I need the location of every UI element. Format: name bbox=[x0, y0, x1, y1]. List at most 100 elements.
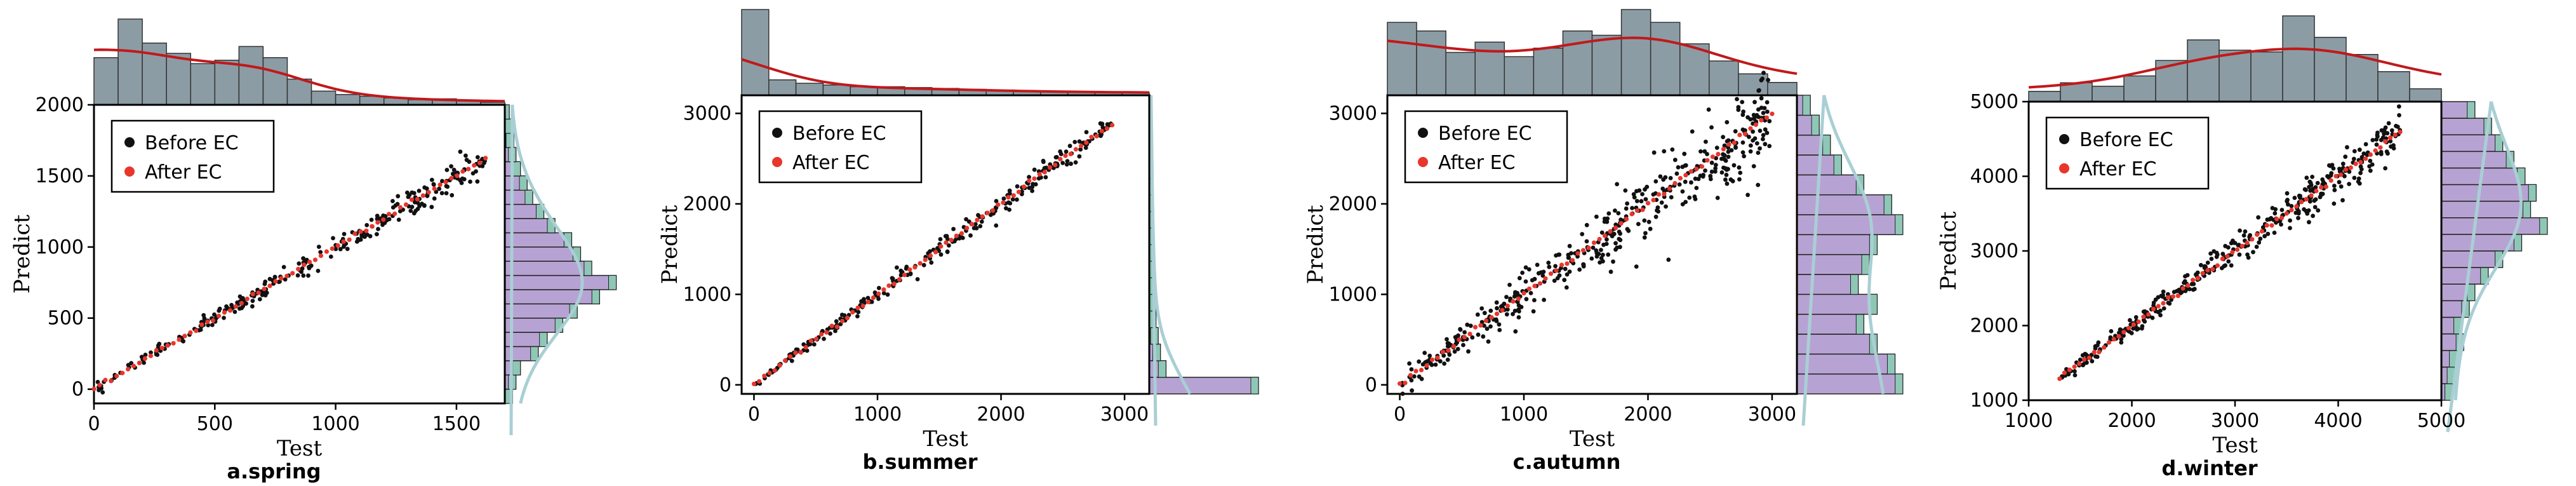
point-before-ec bbox=[1723, 177, 1728, 182]
point-before-ec bbox=[1756, 182, 1761, 187]
point-before-ec bbox=[964, 217, 968, 222]
point-before-ec bbox=[2285, 191, 2290, 196]
point-before-ec bbox=[1698, 173, 1703, 178]
point-before-ec bbox=[1425, 359, 1429, 364]
point-before-ec bbox=[1740, 140, 1745, 145]
point-before-ec bbox=[363, 234, 367, 240]
point-before-ec bbox=[1634, 264, 1639, 269]
point-before-ec bbox=[1479, 306, 1485, 311]
top-hist-bar bbox=[2314, 37, 2347, 102]
legend-marker-before-ec bbox=[772, 128, 782, 138]
point-before-ec bbox=[876, 286, 881, 290]
point-after-ec bbox=[2156, 304, 2161, 309]
point-before-ec bbox=[862, 297, 866, 302]
point-after-ec bbox=[1672, 180, 1678, 186]
point-before-ec bbox=[2080, 353, 2085, 358]
point-after-ec bbox=[845, 315, 850, 321]
point-after-ec bbox=[2398, 130, 2403, 135]
point-after-ec bbox=[1016, 189, 1022, 194]
point-before-ec bbox=[444, 191, 449, 196]
point-after-ec bbox=[1505, 303, 1511, 309]
point-before-ec bbox=[1639, 199, 1644, 204]
point-after-ec bbox=[2067, 367, 2072, 372]
point-before-ec bbox=[1078, 147, 1083, 152]
top-hist-bar bbox=[214, 60, 240, 105]
y-tick-label: 1000 bbox=[1970, 389, 2019, 412]
point-before-ec bbox=[994, 223, 999, 228]
point-before-ec bbox=[333, 246, 338, 252]
point-after-ec bbox=[2082, 357, 2087, 362]
legend-box bbox=[758, 110, 923, 184]
point-before-ec bbox=[1069, 161, 1073, 166]
point-before-ec bbox=[1730, 179, 1735, 184]
point-before-ec bbox=[1058, 149, 1063, 154]
point-before-ec bbox=[1466, 349, 1471, 354]
point-after-ec bbox=[1001, 200, 1006, 205]
point-before-ec bbox=[2351, 156, 2356, 161]
point-before-ec bbox=[1745, 192, 1751, 198]
point-after-ec bbox=[330, 246, 335, 251]
point-after-ec bbox=[466, 166, 471, 172]
point-after-ec bbox=[2225, 254, 2230, 259]
point-before-ec bbox=[1722, 153, 1727, 158]
point-before-ec bbox=[1613, 222, 1618, 227]
legend-label-before-ec: Before EC bbox=[145, 132, 239, 154]
point-before-ec bbox=[1007, 207, 1011, 212]
point-before-ec bbox=[437, 186, 441, 191]
point-before-ec bbox=[1761, 137, 1765, 142]
legend-label-before-ec: Before EC bbox=[2079, 129, 2173, 151]
point-before-ec bbox=[1417, 359, 1422, 364]
point-after-ec bbox=[814, 336, 819, 342]
right-hist-overlay bbox=[2467, 101, 2476, 119]
point-after-ec bbox=[1526, 286, 1532, 292]
point-before-ec bbox=[149, 350, 153, 355]
point-after-ec bbox=[2200, 271, 2205, 276]
point-before-ec bbox=[2274, 220, 2278, 225]
point-before-ec bbox=[1482, 323, 1486, 328]
point-before-ec bbox=[890, 276, 895, 281]
point-before-ec bbox=[1702, 149, 1707, 154]
point-after-ec bbox=[824, 330, 829, 335]
point-before-ec bbox=[1748, 143, 1753, 148]
point-before-ec bbox=[2288, 218, 2293, 223]
point-before-ec bbox=[2257, 240, 2262, 245]
top-density-curve bbox=[741, 58, 1150, 94]
point-after-ec bbox=[2102, 345, 2107, 350]
point-before-ec bbox=[2272, 211, 2278, 216]
point-before-ec bbox=[1659, 200, 1664, 205]
point-before-ec bbox=[2330, 163, 2335, 168]
point-after-ec bbox=[1537, 281, 1543, 286]
point-after-ec bbox=[341, 239, 346, 244]
point-before-ec bbox=[1429, 362, 1434, 367]
point-before-ec bbox=[1604, 241, 1609, 246]
x-tick-label: 3000 bbox=[1100, 403, 1149, 426]
point-before-ec bbox=[1751, 116, 1756, 121]
point-after-ec bbox=[2328, 178, 2333, 183]
point-before-ec bbox=[1462, 330, 1467, 335]
point-before-ec bbox=[904, 264, 909, 269]
top-hist-bar bbox=[117, 18, 143, 105]
point-before-ec bbox=[1594, 214, 1599, 219]
point-before-ec bbox=[1567, 269, 1572, 274]
point-after-ec bbox=[381, 217, 386, 222]
point-before-ec bbox=[1713, 163, 1718, 167]
point-before-ec bbox=[828, 331, 832, 336]
point-before-ec bbox=[1581, 262, 1586, 267]
point-after-ec bbox=[159, 346, 164, 351]
point-before-ec bbox=[2345, 145, 2349, 150]
point-after-ec bbox=[222, 310, 227, 315]
point-before-ec bbox=[1623, 188, 1628, 193]
top-hist-bar bbox=[1387, 22, 1417, 96]
point-after-ec bbox=[2339, 172, 2344, 177]
x-tick-label: 1000 bbox=[311, 413, 359, 435]
point-before-ec bbox=[2266, 231, 2271, 236]
y-tick-label: 3000 bbox=[683, 102, 731, 125]
point-after-ec bbox=[839, 318, 845, 324]
top-hist-bar bbox=[1650, 22, 1681, 96]
point-after-ec bbox=[2151, 306, 2156, 311]
point-before-ec bbox=[1761, 111, 1766, 116]
point-after-ec bbox=[335, 243, 340, 248]
point-before-ec bbox=[1725, 120, 1730, 125]
point-before-ec bbox=[929, 260, 934, 265]
point-before-ec bbox=[1511, 312, 1515, 316]
